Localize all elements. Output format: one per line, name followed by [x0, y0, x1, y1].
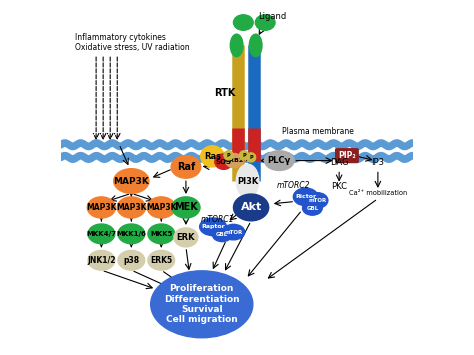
- Ellipse shape: [147, 197, 175, 218]
- Circle shape: [239, 151, 249, 160]
- Ellipse shape: [230, 34, 243, 57]
- Text: PIP₂: PIP₂: [338, 151, 356, 160]
- Text: Ligand: Ligand: [258, 12, 286, 21]
- Text: mTORC2: mTORC2: [277, 181, 310, 190]
- Text: GBL: GBL: [216, 232, 228, 237]
- Text: P: P: [242, 153, 246, 158]
- Text: mTOR: mTOR: [308, 198, 327, 203]
- Ellipse shape: [174, 228, 198, 247]
- Text: GRB2: GRB2: [225, 158, 244, 163]
- Text: MKK1/6: MKK1/6: [117, 231, 146, 237]
- Ellipse shape: [88, 250, 115, 270]
- Ellipse shape: [114, 169, 149, 193]
- Text: Raptor: Raptor: [201, 224, 225, 229]
- Text: P: P: [227, 153, 230, 158]
- Text: MAP3K: MAP3K: [146, 203, 176, 212]
- Text: PKC: PKC: [331, 182, 347, 191]
- Text: Plasma membrane: Plasma membrane: [282, 127, 354, 136]
- Ellipse shape: [255, 15, 275, 30]
- Ellipse shape: [117, 197, 146, 218]
- Text: MAP3K: MAP3K: [86, 203, 117, 212]
- Text: MEK: MEK: [174, 202, 198, 212]
- Ellipse shape: [307, 193, 328, 208]
- Ellipse shape: [249, 34, 262, 57]
- Text: ERK: ERK: [177, 233, 195, 242]
- Ellipse shape: [118, 224, 145, 244]
- Ellipse shape: [293, 188, 318, 206]
- Text: Akt: Akt: [240, 202, 262, 212]
- Ellipse shape: [201, 146, 224, 167]
- Ellipse shape: [225, 154, 243, 168]
- Text: MAP3K: MAP3K: [116, 203, 146, 212]
- Text: P: P: [249, 155, 253, 160]
- Text: GBL: GBL: [306, 206, 319, 211]
- Text: ERK5: ERK5: [150, 256, 173, 265]
- Text: DAG: DAG: [330, 158, 348, 167]
- Ellipse shape: [118, 250, 145, 270]
- Ellipse shape: [148, 250, 174, 270]
- Text: PLCγ: PLCγ: [268, 156, 291, 165]
- Text: SOS: SOS: [216, 159, 232, 165]
- Text: Proliferation
Differentiation
Survival
Cell migration: Proliferation Differentiation Survival C…: [164, 284, 239, 324]
- Text: mTOR: mTOR: [224, 230, 243, 235]
- Text: RTK: RTK: [214, 88, 236, 98]
- Circle shape: [224, 151, 233, 160]
- Text: Ca²⁺ mobilization: Ca²⁺ mobilization: [349, 190, 407, 196]
- Circle shape: [246, 153, 255, 162]
- Text: Raf: Raf: [177, 162, 195, 172]
- Ellipse shape: [148, 224, 174, 244]
- Ellipse shape: [88, 224, 115, 244]
- Ellipse shape: [302, 201, 322, 215]
- Text: Inflammatory cytokines
Oxidative stress, UV radiation: Inflammatory cytokines Oxidative stress,…: [75, 33, 190, 53]
- Ellipse shape: [237, 164, 259, 198]
- Text: p38: p38: [123, 256, 139, 265]
- Text: PI3K: PI3K: [237, 176, 258, 186]
- Ellipse shape: [172, 197, 200, 218]
- Ellipse shape: [222, 224, 245, 240]
- Ellipse shape: [234, 194, 269, 221]
- Text: Rictor: Rictor: [295, 195, 316, 200]
- Ellipse shape: [234, 15, 253, 30]
- Ellipse shape: [151, 271, 253, 338]
- Ellipse shape: [87, 197, 116, 218]
- Text: IP3: IP3: [372, 158, 384, 167]
- Ellipse shape: [215, 154, 232, 169]
- Ellipse shape: [171, 155, 201, 178]
- Ellipse shape: [200, 218, 227, 236]
- Text: MKK4/7: MKK4/7: [86, 231, 117, 237]
- Ellipse shape: [212, 228, 232, 242]
- Text: MAP3K: MAP3K: [113, 176, 149, 186]
- Text: mTORC1: mTORC1: [201, 214, 234, 224]
- FancyBboxPatch shape: [336, 149, 358, 163]
- Text: JNK1/2: JNK1/2: [87, 256, 116, 265]
- Ellipse shape: [264, 151, 294, 170]
- Text: Ras: Ras: [204, 152, 221, 161]
- Text: MKK5: MKK5: [150, 231, 173, 237]
